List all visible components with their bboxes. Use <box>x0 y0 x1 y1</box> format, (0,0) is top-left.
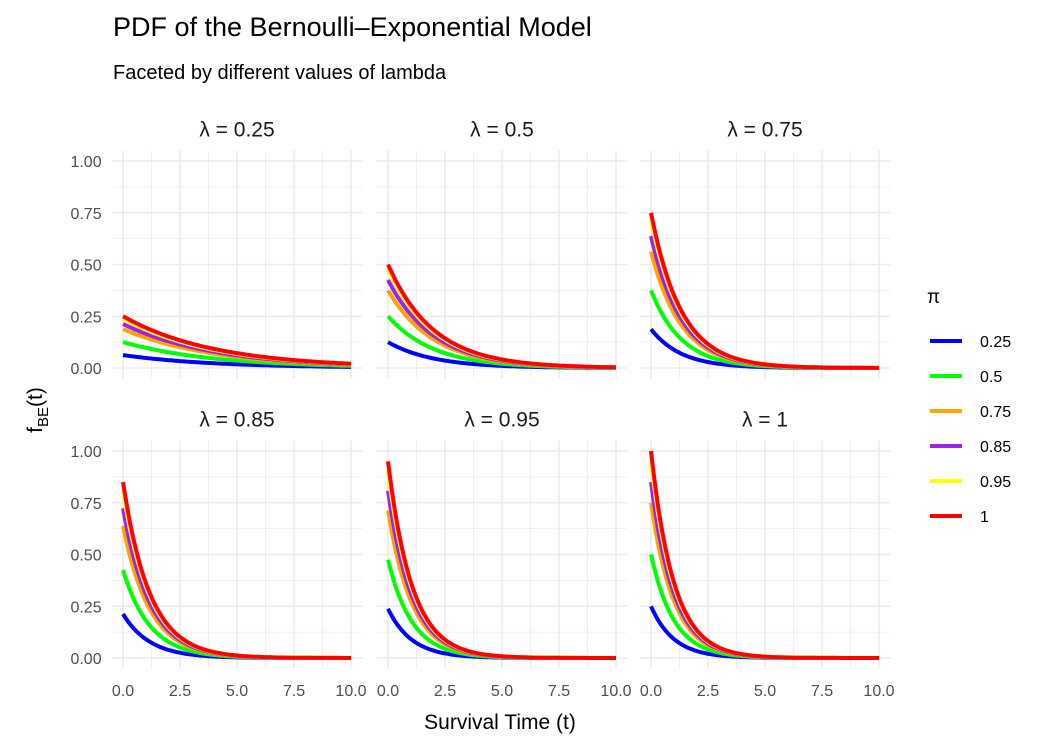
legend-item: 0.95 <box>930 474 1011 491</box>
x-tick-label: 7.5 <box>548 683 570 700</box>
x-axis-label: Survival Time (t) <box>424 711 576 734</box>
legend-label: 1 <box>980 509 989 526</box>
series-line-pi-1 <box>122 314 352 366</box>
x-tick-label: 5.0 <box>226 683 248 700</box>
facet-strip-label: λ = 0.75 <box>727 119 802 142</box>
legend-item: 0.25 <box>930 334 1011 351</box>
y-tick-label: 1.00 <box>70 444 101 461</box>
facet-panel: λ = 0.85 0.00 0.25 0.50 0.75 1.00 0.0 2.5 5.0 7.5… <box>70 409 366 700</box>
x-tick-label: 10.0 <box>863 683 894 700</box>
x-tick-label: 5.0 <box>754 683 776 700</box>
facet-strip-label: λ = 0.85 <box>199 409 274 432</box>
facet-panel: λ = 0.75 <box>639 119 891 379</box>
facet-strip-label: λ = 1 <box>742 409 788 432</box>
x-tick-label: 0.0 <box>640 683 662 700</box>
facet-panel: λ = 0.25 0.00 0.25 0.50 0.75 1.00 <box>70 119 363 379</box>
x-tick-label: 10.0 <box>600 683 631 700</box>
x-tick-label: 10.0 <box>335 683 366 700</box>
facet-strip-label: λ = 0.25 <box>199 119 274 142</box>
x-tick-label: 2.5 <box>169 683 191 700</box>
chart-title: PDF of the Bernoulli–Exponential Model <box>113 12 592 42</box>
legend-item: 0.75 <box>930 404 1011 421</box>
x-tick-label: 5.0 <box>491 683 513 700</box>
facet-strip-label: λ = 0.95 <box>464 409 539 432</box>
y-tick-label: 0.00 <box>70 361 101 378</box>
facet-strip-label: λ = 0.5 <box>470 119 534 142</box>
legend-label: 0.95 <box>980 474 1011 491</box>
y-tick-label: 0.25 <box>70 599 101 616</box>
x-tick-label: 0.0 <box>112 683 134 700</box>
series-line-pi-1 <box>386 461 616 660</box>
legend-item: 0.85 <box>930 439 1011 456</box>
facet-panel: λ = 0.5 <box>376 119 628 379</box>
x-tick-label: 0.0 <box>377 683 399 700</box>
y-axis-label: fBE(t) <box>24 387 52 433</box>
x-tick-label: 7.5 <box>811 683 833 700</box>
y-tick-label: 0.75 <box>70 496 101 513</box>
series-line-pi-1 <box>649 212 879 370</box>
x-tick-label: 2.5 <box>697 683 719 700</box>
series-line-pi-1 <box>121 481 351 660</box>
x-tick-label: 7.5 <box>283 683 305 700</box>
chart-subtitle: Faceted by different values of lambda <box>113 62 447 84</box>
series-line-pi-1 <box>386 263 616 370</box>
x-tick-label: 2.5 <box>434 683 456 700</box>
y-tick-label: 0.50 <box>70 548 101 565</box>
y-tick-label: 0.25 <box>70 309 101 326</box>
y-tick-label: 0.75 <box>70 206 101 223</box>
legend-item: 1 <box>930 509 989 526</box>
series-line-pi-1 <box>649 450 879 660</box>
y-tick-label: 0.50 <box>70 258 101 275</box>
y-tick-label: 0.00 <box>70 651 101 668</box>
legend-item: 0.5 <box>930 369 1002 386</box>
legend-title: π <box>927 287 940 308</box>
legend-label: 0.5 <box>980 369 1002 386</box>
legend-label: 0.75 <box>980 404 1011 421</box>
legend-label: 0.85 <box>980 439 1011 456</box>
y-tick-label: 1.00 <box>70 154 101 171</box>
legend-label: 0.25 <box>980 334 1011 351</box>
facet-panel: λ = 0.95 0.0 2.5 5.0 7.5 10.0 <box>376 409 632 700</box>
facet-panel: λ = 1 0.0 2.5 5.0 7.5 10.0 <box>639 409 895 700</box>
